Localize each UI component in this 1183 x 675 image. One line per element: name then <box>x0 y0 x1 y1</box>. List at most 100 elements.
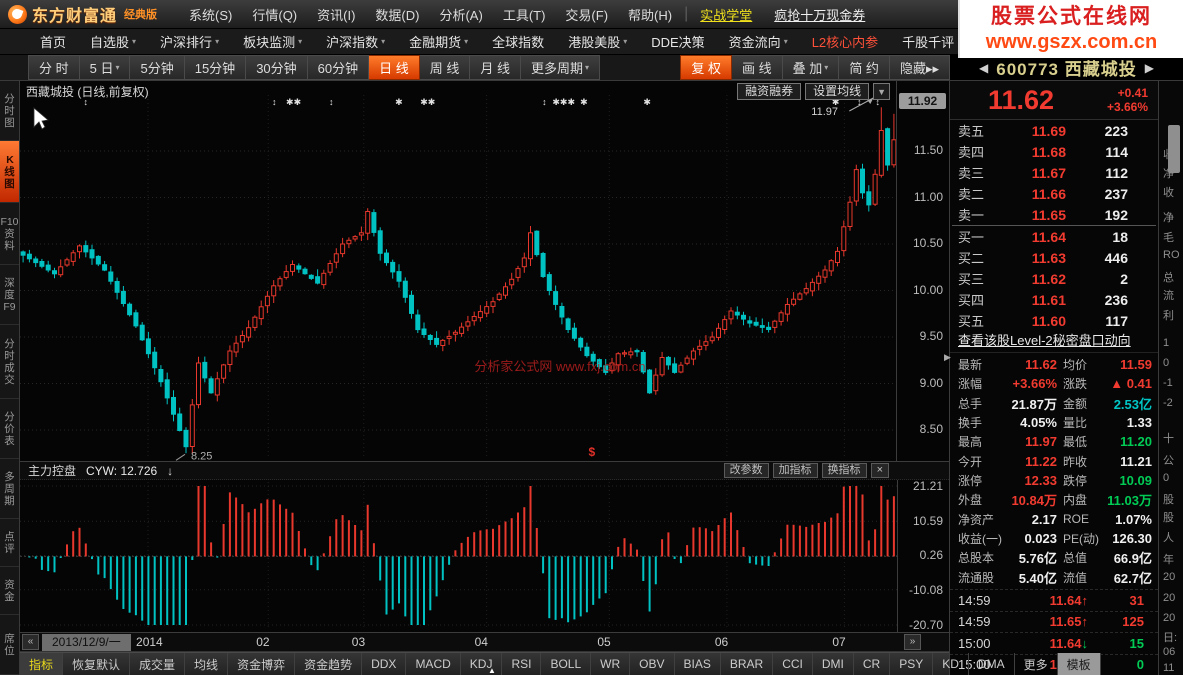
menu-item-交易(F)[interactable]: 交易(F) <box>565 7 609 23</box>
nav-item-L2核心内参[interactable]: L2核心内参 <box>812 32 878 51</box>
period-button-分时[interactable]: 分 时 <box>28 55 80 80</box>
tab-KDJ[interactable]: KDJ <box>461 653 503 675</box>
tab-DDX[interactable]: DDX <box>362 653 407 675</box>
sidebar-tab-多周期[interactable]: 多周期 <box>0 459 19 519</box>
tab-BOLL[interactable]: BOLL <box>541 653 592 675</box>
sidebar-tab-席位[interactable]: 席位 <box>0 615 19 675</box>
margin-trading-button[interactable]: 融资融券 <box>737 83 802 100</box>
book-row-买一[interactable]: 买一 11.64 18 <box>950 226 1158 247</box>
panel-collapse-handle[interactable]: ▶ <box>944 352 951 362</box>
nav-item-自选股[interactable]: 自选股 ▾ <box>90 32 136 51</box>
book-row-买三[interactable]: 买三 11.62 2 <box>950 268 1158 289</box>
book-row-卖一[interactable]: 卖一 11.65 192 <box>950 204 1158 225</box>
book-row-卖二[interactable]: 卖二 11.66 237 <box>950 183 1158 204</box>
period-button-日线[interactable]: 日 线 <box>369 55 420 80</box>
tab-指标[interactable]: 指标 <box>20 653 64 675</box>
menu-item-资讯(I)[interactable]: 资讯(I) <box>317 7 356 23</box>
promo-coupon-link[interactable]: 疯抢十万现金券 <box>774 7 866 23</box>
period-button-15分钟[interactable]: 15分钟 <box>184 55 247 80</box>
nav-item-板块监测[interactable]: 板块监测 ▾ <box>243 32 302 51</box>
period-button-月线[interactable]: 月 线 <box>470 55 521 80</box>
period-button-画线[interactable]: 画 线 <box>732 55 783 80</box>
menu-item-系统(S)[interactable]: 系统(S) <box>189 7 233 23</box>
tab-MACD[interactable]: MACD <box>406 653 461 675</box>
period-button-简约[interactable]: 简 约 <box>839 55 890 80</box>
chevron-down-icon[interactable]: ▼ <box>873 83 891 100</box>
book-row-卖三[interactable]: 卖三 11.67 112 <box>950 162 1158 183</box>
nav-item-DDE决策[interactable]: DDE决策 <box>651 32 704 51</box>
nav-item-千股千评[interactable]: 千股千评 <box>902 32 954 51</box>
tab-BIAS[interactable]: BIAS <box>675 653 721 675</box>
indicator-button-改参数[interactable]: 改参数 <box>723 463 769 478</box>
sidebar-tab-分价表[interactable]: 分价表 <box>0 399 19 459</box>
nav-item-沪深指数[interactable]: 沪深指数 ▾ <box>326 32 385 51</box>
period-button-5分钟[interactable]: 5分钟 <box>130 55 185 80</box>
tab-均线[interactable]: 均线 <box>185 653 229 675</box>
nav-item-全球指数[interactable]: 全球指数 <box>492 32 544 51</box>
sidebar-tab-F10资料[interactable]: F10 资料 <box>0 203 19 265</box>
tab-PSY[interactable]: PSY <box>890 653 934 675</box>
sidebar-tab-分时成交[interactable]: 分时成交 <box>0 325 19 399</box>
period-button-30分钟[interactable]: 30分钟 <box>246 55 308 80</box>
period-button-复权[interactable]: 复 权 <box>680 55 733 80</box>
indicator-button-加指标[interactable]: 加指标 <box>772 463 818 478</box>
tab-CR[interactable]: CR <box>854 653 891 675</box>
menu-item-数据(D)[interactable]: 数据(D) <box>375 7 420 23</box>
indicator-plot[interactable] <box>20 480 897 631</box>
kline-chart[interactable]: 西藏城投 (日线,前复权) 融资融券 设置均线 ▼ ↕ ↕ ✱✱ ↕ ✱ ✱✱ ↕ ✱✱✱ ✱ ✱… <box>20 81 897 462</box>
sidebar-tab-资金[interactable]: 资金 <box>0 567 19 615</box>
nav-item-港股美股[interactable]: 港股美股 ▾ <box>568 32 627 51</box>
promo-learn-link[interactable]: 实战学堂 <box>700 7 753 23</box>
tab-KD[interactable]: KD <box>933 653 969 675</box>
level2-link[interactable]: 查看该股Level-2秘密盘口动向 <box>950 331 1158 353</box>
period-button-更多周期[interactable]: 更多周期 ▾ <box>521 55 601 80</box>
book-row-卖五[interactable]: 卖五 11.69 223 <box>950 120 1158 141</box>
close-indicator-button[interactable]: × <box>870 463 889 478</box>
period-button-叠加[interactable]: 叠 加 ▾ <box>782 55 840 80</box>
kline-plot[interactable]: ↕ ↕ ✱✱ ↕ ✱ ✱✱ ↕ ✱✱✱ ✱ ✱ ✱ ↕ ↕分析家公式网 www.fxj.com.cn$8… <box>20 81 897 462</box>
sidebar-tab-点评[interactable]: 点评 <box>0 519 19 567</box>
tab-资金博弈[interactable]: 资金博弈 <box>228 653 296 675</box>
first-date-label[interactable]: 2013/12/9/一 <box>42 634 131 651</box>
menu-item-行情(Q)[interactable]: 行情(Q) <box>252 7 298 23</box>
tab-WR[interactable]: WR <box>591 653 631 675</box>
book-row-label: 卖一 <box>958 208 985 223</box>
tab-成交量[interactable]: 成交量 <box>130 653 186 675</box>
scroll-right-button[interactable]: » <box>904 634 921 650</box>
tab-DMI[interactable]: DMI <box>813 653 854 675</box>
tab-BRAR[interactable]: BRAR <box>721 653 774 675</box>
nav-item-金融期货[interactable]: 金融期货 ▾ <box>409 32 468 51</box>
scrollbar-thumb[interactable] <box>1168 125 1180 173</box>
tab-DMA[interactable]: DMA <box>969 653 1015 675</box>
next-stock-button[interactable]: ▶ <box>1144 60 1154 75</box>
sidebar-tab-分时图[interactable]: 分时图 <box>0 81 19 141</box>
menu-item-帮助(H)[interactable]: 帮助(H) <box>628 7 673 23</box>
sidebar-tab-深度F9[interactable]: 深度 F9 <box>0 265 19 325</box>
nav-item-首页[interactable]: 首页 <box>40 32 66 51</box>
tab-恢复默认[interactable]: 恢复默认 <box>63 653 131 675</box>
tab-更多[interactable]: 更多 <box>1015 653 1058 675</box>
nav-item-资金流向[interactable]: 资金流向 ▾ <box>729 32 788 51</box>
scroll-left-button[interactable]: « <box>22 634 39 650</box>
period-button-周线[interactable]: 周 线 <box>419 55 471 80</box>
prev-stock-button[interactable]: ◀ <box>979 60 989 75</box>
nav-item-沪深排行[interactable]: 沪深排行 ▾ <box>160 32 219 51</box>
tab-资金趋势[interactable]: 资金趋势 <box>295 653 363 675</box>
book-row-卖四[interactable]: 卖四 11.68 114 <box>950 141 1158 162</box>
tab-模板[interactable]: 模板 <box>1057 653 1101 675</box>
menu-item-工具(T)[interactable]: 工具(T) <box>502 7 546 23</box>
ma-settings-button[interactable]: 设置均线 <box>805 83 870 100</box>
tab-OBV[interactable]: OBV <box>630 653 675 675</box>
book-row-买二[interactable]: 买二 11.63 446 <box>950 247 1158 268</box>
book-row-买四[interactable]: 买四 11.61 236 <box>950 289 1158 310</box>
indicator-chart[interactable] <box>20 480 897 636</box>
period-button-隐藏▸▸[interactable]: 隐藏▸▸ <box>889 55 950 80</box>
tab-CCI[interactable]: CCI <box>773 653 813 675</box>
book-row-买五[interactable]: 买五 11.60 117 <box>950 310 1158 331</box>
indicator-button-换指标[interactable]: 换指标 <box>821 463 867 478</box>
period-button-60分钟[interactable]: 60分钟 <box>307 55 370 80</box>
period-button-5日[interactable]: 5 日 ▾ <box>79 55 131 80</box>
tab-RSI[interactable]: RSI <box>502 653 542 675</box>
menu-item-分析(A)[interactable]: 分析(A) <box>439 7 483 23</box>
